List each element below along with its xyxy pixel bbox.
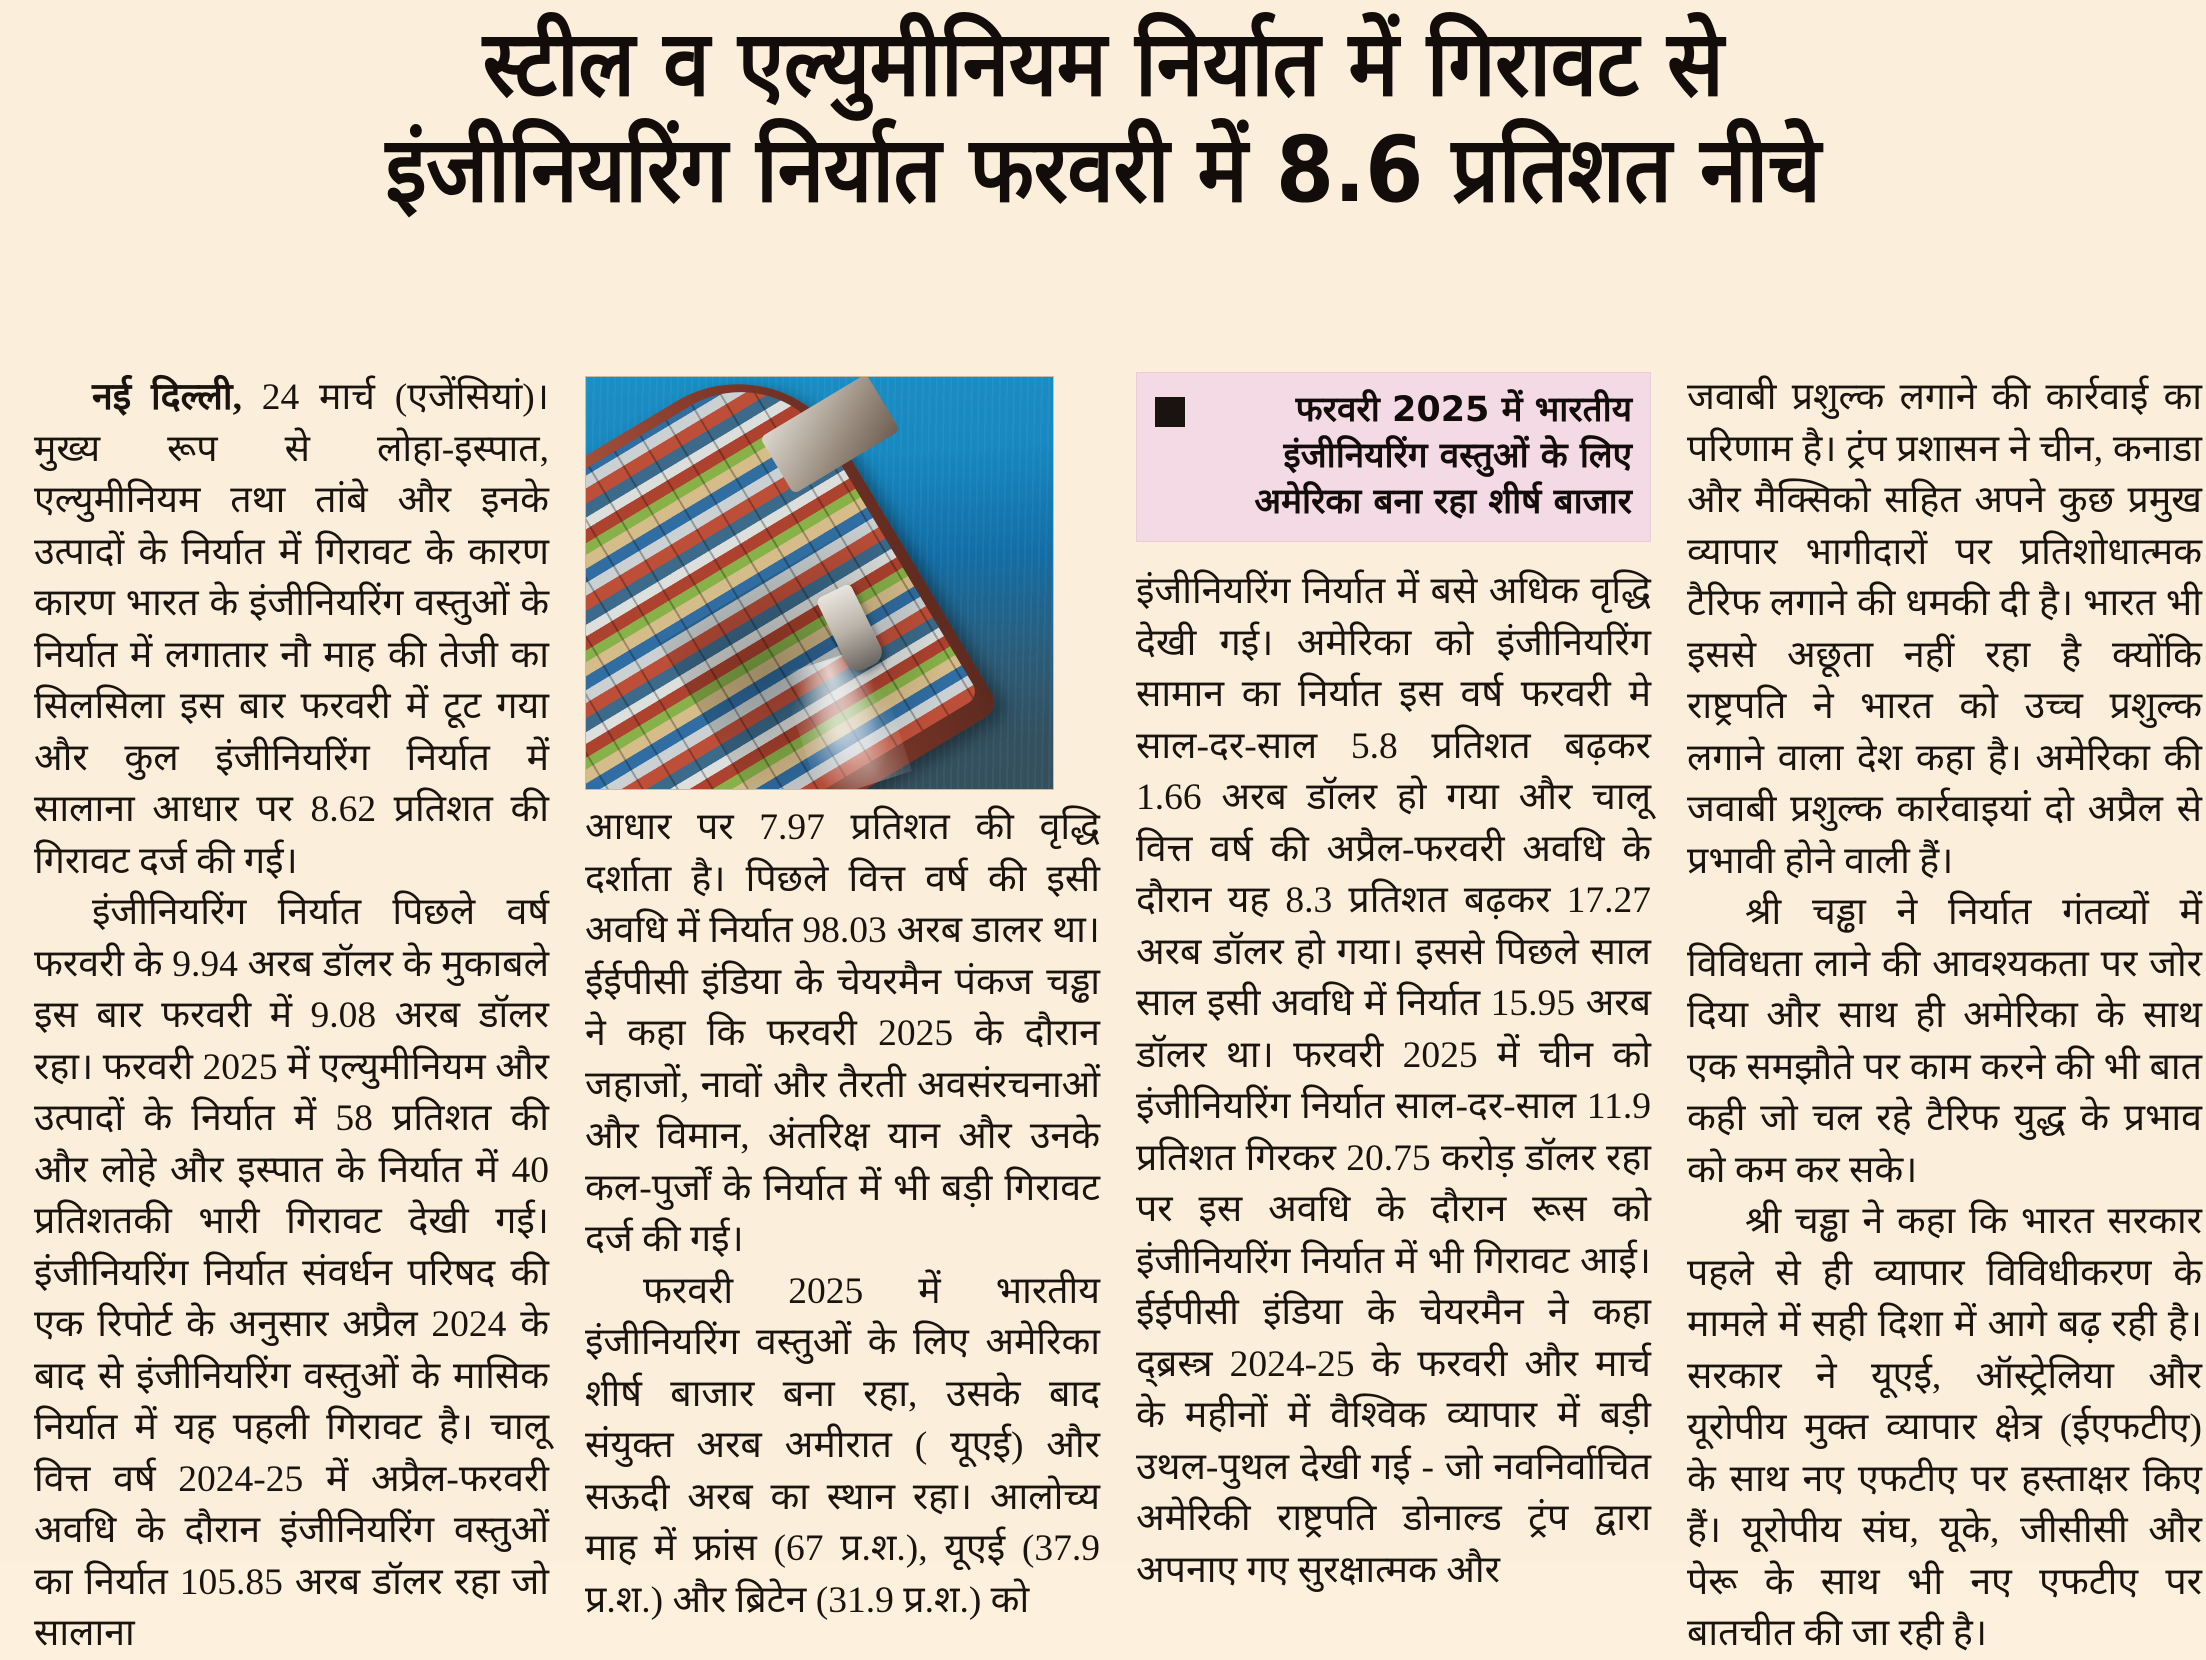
container-ship-photo <box>585 376 1054 790</box>
headline-line-2: इंजीनियरिंग निर्यात फरवरी में 8.6 प्रतिश… <box>385 117 1821 223</box>
callout-text: फरवरी 2025 में भारतीय इंजीनियरिंग वस्तुओ… <box>1199 387 1632 525</box>
paragraph: फरवरी 2025 में भारतीय इंजीनियरिंग वस्तुओ… <box>585 1270 1100 1621</box>
paragraph: श्री चड्ढा ने निर्यात गंतव्यों में विविध… <box>1687 892 2202 1191</box>
article-columns: नई दिल्ली, 24 मार्च (एजेंसियां)। मुख्य र… <box>0 372 2206 1654</box>
callout-box: फरवरी 2025 में भारतीय इंजीनियरिंग वस्तुओ… <box>1136 372 1651 542</box>
column-2: आधार पर 7.97 प्रतिशत की वृद्धि दर्शाता ह… <box>567 372 1118 1621</box>
paragraph: नई दिल्ली, 24 मार्च (एजेंसियां)। मुख्य र… <box>34 372 549 887</box>
paragraph: आधार पर 7.97 प्रतिशत की वृद्धि दर्शाता ह… <box>585 807 1100 1260</box>
callout-line-3: अमेरिका बना रहा शीर्ष बाजार <box>1254 482 1632 522</box>
headline-line-1: स्टील व एल्युमीनियम निर्यात में गिरावट स… <box>482 12 1724 117</box>
page-title: स्टील व एल्युमीनियम निर्यात में गिरावट स… <box>0 0 2206 228</box>
column-4: जवाबी प्रशुल्क लगाने की कार्रवाई का परिण… <box>1669 372 2206 1654</box>
dateline: नई दिल्ली, <box>92 377 243 418</box>
column-1: नई दिल्ली, 24 मार्च (एजेंसियां)। मुख्य र… <box>16 372 567 1654</box>
paragraph: श्री चड्ढा ने कहा कि भारत सरकार पहले से … <box>1687 1201 2202 1654</box>
paragraph-text: 24 मार्च (एजेंसियां)। मुख्य रूप से लोहा-… <box>34 377 549 882</box>
paragraph: इंजीनियरिंग निर्यात पिछले वर्ष फरवरी के … <box>34 892 549 1654</box>
paragraph: इंजीनियरिंग निर्यात में बसे अधिक वृद्धि … <box>1136 571 1651 1591</box>
callout-line-2: इंजीनियरिंग वस्तुओं के लिए <box>1283 436 1632 476</box>
paragraph: जवाबी प्रशुल्क लगाने की कार्रवाई का परिण… <box>1687 377 2202 882</box>
square-bullet-icon <box>1155 397 1185 427</box>
callout-line-1: फरवरी 2025 में भारतीय <box>1295 390 1632 430</box>
column-3: फरवरी 2025 में भारतीय इंजीनियरिंग वस्तुओ… <box>1118 372 1669 1591</box>
